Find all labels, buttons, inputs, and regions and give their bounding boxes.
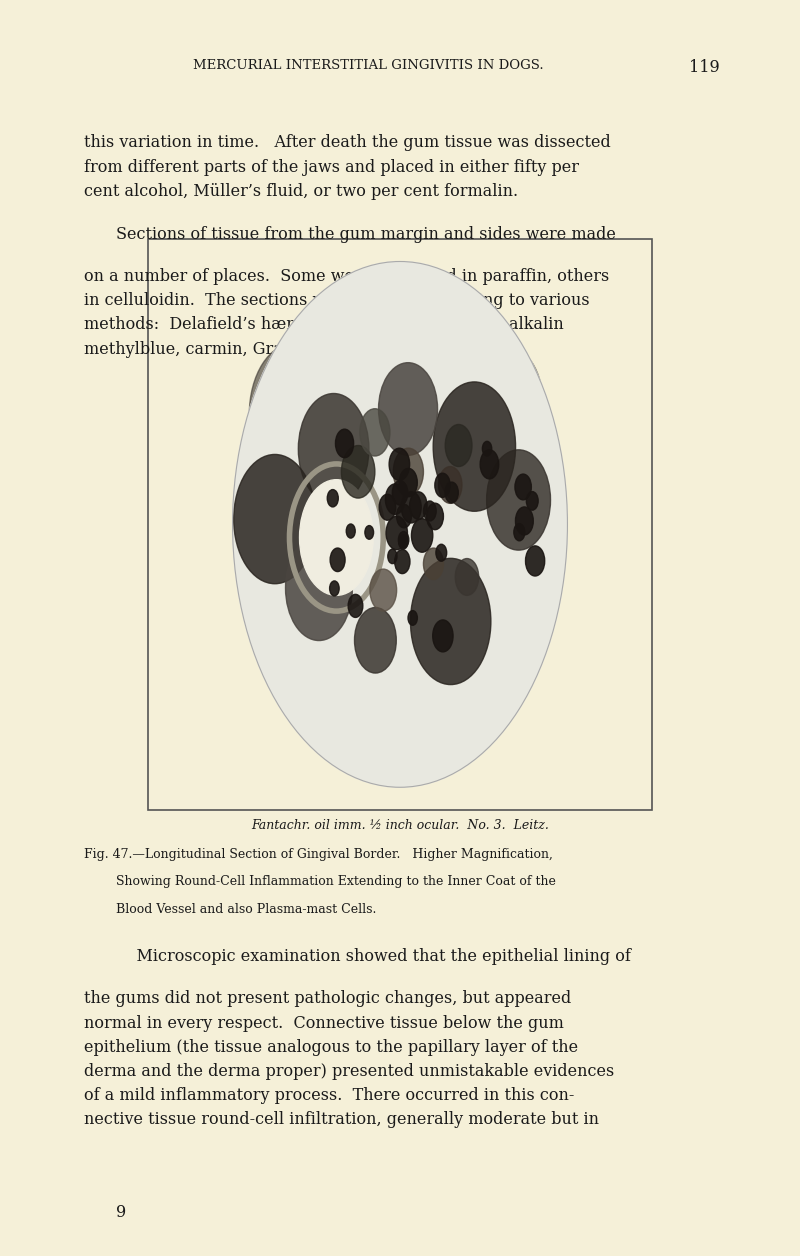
Text: this variation in time.   After death the gum tissue was dissected
from differen: this variation in time. After death the … [84, 134, 610, 200]
Circle shape [386, 374, 430, 443]
Circle shape [342, 446, 375, 499]
Circle shape [348, 594, 363, 618]
Circle shape [397, 504, 411, 528]
Circle shape [330, 548, 345, 571]
Circle shape [438, 466, 462, 504]
Circle shape [526, 546, 545, 577]
Circle shape [299, 480, 374, 595]
Circle shape [379, 494, 396, 520]
Circle shape [264, 582, 345, 707]
Text: Fig. 47.—Longitudinal Section of Gingival Border.   Higher Magnification,: Fig. 47.—Longitudinal Section of Gingiva… [84, 848, 553, 860]
Bar [148, 239, 652, 810]
Text: on a number of places.  Some were imbedded in paraffin, others
in celluloidin.  : on a number of places. Some were imbedde… [84, 269, 610, 358]
Text: Showing Round-Cell Inflammation Extending to the Inner Coat of the: Showing Round-Cell Inflammation Extendin… [116, 875, 556, 888]
Circle shape [398, 531, 409, 548]
Text: MERCURIAL INTERSTITIAL GINGIVITIS IN DOGS.: MERCURIAL INTERSTITIAL GINGIVITIS IN DOG… [193, 59, 543, 72]
Circle shape [446, 425, 472, 466]
Circle shape [435, 474, 450, 497]
Circle shape [411, 519, 433, 553]
Circle shape [303, 401, 364, 496]
Circle shape [330, 582, 339, 595]
Text: 9: 9 [116, 1203, 126, 1221]
Circle shape [426, 504, 443, 530]
Circle shape [515, 507, 534, 535]
Text: Sections of tissue from the gum margin and sides were made: Sections of tissue from the gum margin a… [116, 226, 616, 244]
Circle shape [386, 516, 407, 550]
Circle shape [392, 481, 408, 505]
Circle shape [495, 463, 542, 536]
Circle shape [514, 524, 525, 541]
Text: 119: 119 [690, 59, 720, 77]
Circle shape [386, 484, 405, 515]
Circle shape [423, 501, 436, 521]
Circle shape [526, 491, 538, 510]
Text: Blood Vessel and also Plasma-mast Cells.: Blood Vessel and also Plasma-mast Cells. [116, 903, 376, 916]
Circle shape [408, 610, 418, 625]
Circle shape [442, 396, 506, 497]
Circle shape [468, 584, 533, 686]
Circle shape [233, 261, 567, 788]
Circle shape [480, 450, 498, 479]
Circle shape [402, 491, 422, 522]
Circle shape [433, 620, 453, 652]
Circle shape [277, 522, 361, 654]
Circle shape [394, 448, 423, 495]
Text: the gums did not present pathologic changes, but appeared
normal in every respec: the gums did not present pathologic chan… [84, 990, 614, 1128]
Circle shape [365, 525, 374, 539]
Circle shape [230, 450, 319, 589]
Circle shape [335, 430, 354, 457]
Circle shape [360, 408, 390, 456]
Circle shape [250, 343, 340, 485]
Circle shape [423, 548, 443, 579]
Circle shape [354, 607, 397, 674]
Circle shape [482, 441, 492, 456]
Circle shape [389, 448, 410, 480]
Text: Microscopic examination showed that the epithelial lining of: Microscopic examination showed that the … [116, 948, 631, 966]
Circle shape [455, 559, 478, 595]
Circle shape [388, 549, 397, 564]
Circle shape [399, 468, 418, 497]
Circle shape [445, 482, 458, 502]
Circle shape [422, 575, 480, 668]
Circle shape [346, 524, 355, 538]
Circle shape [410, 492, 427, 519]
Text: Fantachr. oil imm. ½ inch ocular.  No. 3.  Leitz.: Fantachr. oil imm. ½ inch ocular. No. 3.… [251, 819, 549, 831]
Circle shape [394, 550, 410, 574]
Circle shape [327, 490, 338, 507]
Circle shape [398, 535, 408, 549]
Circle shape [468, 345, 543, 463]
Circle shape [370, 344, 430, 440]
Circle shape [370, 569, 397, 612]
Circle shape [436, 544, 446, 561]
Circle shape [515, 474, 531, 500]
Circle shape [365, 602, 435, 712]
